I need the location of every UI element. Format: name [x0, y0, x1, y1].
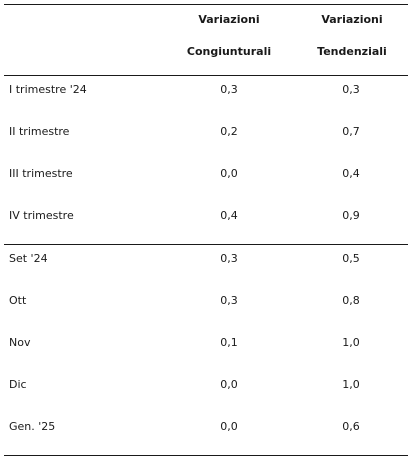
value-tendenziali: 0,6	[342, 420, 360, 433]
row-label: Gen. '25	[9, 420, 56, 433]
value-congiunturali: 0,1	[220, 336, 238, 349]
table-row: I trimestre '24 0,3 0,3	[4, 80, 408, 100]
value-tendenziali: 1,0	[342, 378, 360, 391]
table-row: Set '24 0,3 0,5	[4, 249, 408, 269]
table-row: Ott 0,3 0,8	[4, 291, 408, 311]
group-rule	[4, 244, 408, 245]
table-row: IV trimestre 0,4 0,9	[4, 206, 408, 226]
value-tendenziali: 0,5	[342, 252, 360, 265]
header-tendenziali-line2: Tendenziali	[317, 45, 387, 58]
row-label: III trimestre	[9, 167, 73, 180]
table-row: Gen. '25 0,0 0,6	[4, 417, 408, 437]
header-rule	[4, 75, 408, 76]
header-tendenziali: Variazioni Tendenziali	[302, 13, 402, 63]
table-row: III trimestre 0,0 0,4	[4, 164, 408, 184]
row-label: Set '24	[9, 252, 48, 265]
value-tendenziali: 0,3	[342, 83, 360, 96]
header-congiunturali-line2: Congiunturali	[186, 45, 272, 58]
value-congiunturali: 0,3	[220, 294, 238, 307]
value-congiunturali: 0,0	[220, 167, 238, 180]
header-congiunturali: Variazioni Congiunturali	[174, 13, 284, 63]
value-tendenziali: 0,7	[342, 125, 360, 138]
value-congiunturali: 0,2	[220, 125, 238, 138]
row-label: Ott	[9, 294, 27, 307]
table-row: II trimestre 0,2 0,7	[4, 122, 408, 142]
value-congiunturali: 0,3	[220, 83, 238, 96]
header-congiunturali-line1: Variazioni	[198, 13, 260, 26]
bottom-rule	[4, 455, 408, 456]
row-label: I trimestre '24	[9, 83, 87, 96]
value-tendenziali: 0,8	[342, 294, 360, 307]
value-congiunturali: 0,0	[220, 420, 238, 433]
row-label: Dic	[9, 378, 27, 391]
value-tendenziali: 0,4	[342, 167, 360, 180]
header-tendenziali-line1: Variazioni	[321, 13, 383, 26]
value-tendenziali: 0,9	[342, 209, 360, 222]
table-row: Nov 0,1 1,0	[4, 333, 408, 353]
row-label: Nov	[9, 336, 31, 349]
value-congiunturali: 0,3	[220, 252, 238, 265]
value-tendenziali: 1,0	[342, 336, 360, 349]
table-row: Dic 0,0 1,0	[4, 375, 408, 395]
value-congiunturali: 0,0	[220, 378, 238, 391]
top-rule	[4, 4, 408, 5]
value-congiunturali: 0,4	[220, 209, 238, 222]
row-label: II trimestre	[9, 125, 70, 138]
row-label: IV trimestre	[9, 209, 74, 222]
